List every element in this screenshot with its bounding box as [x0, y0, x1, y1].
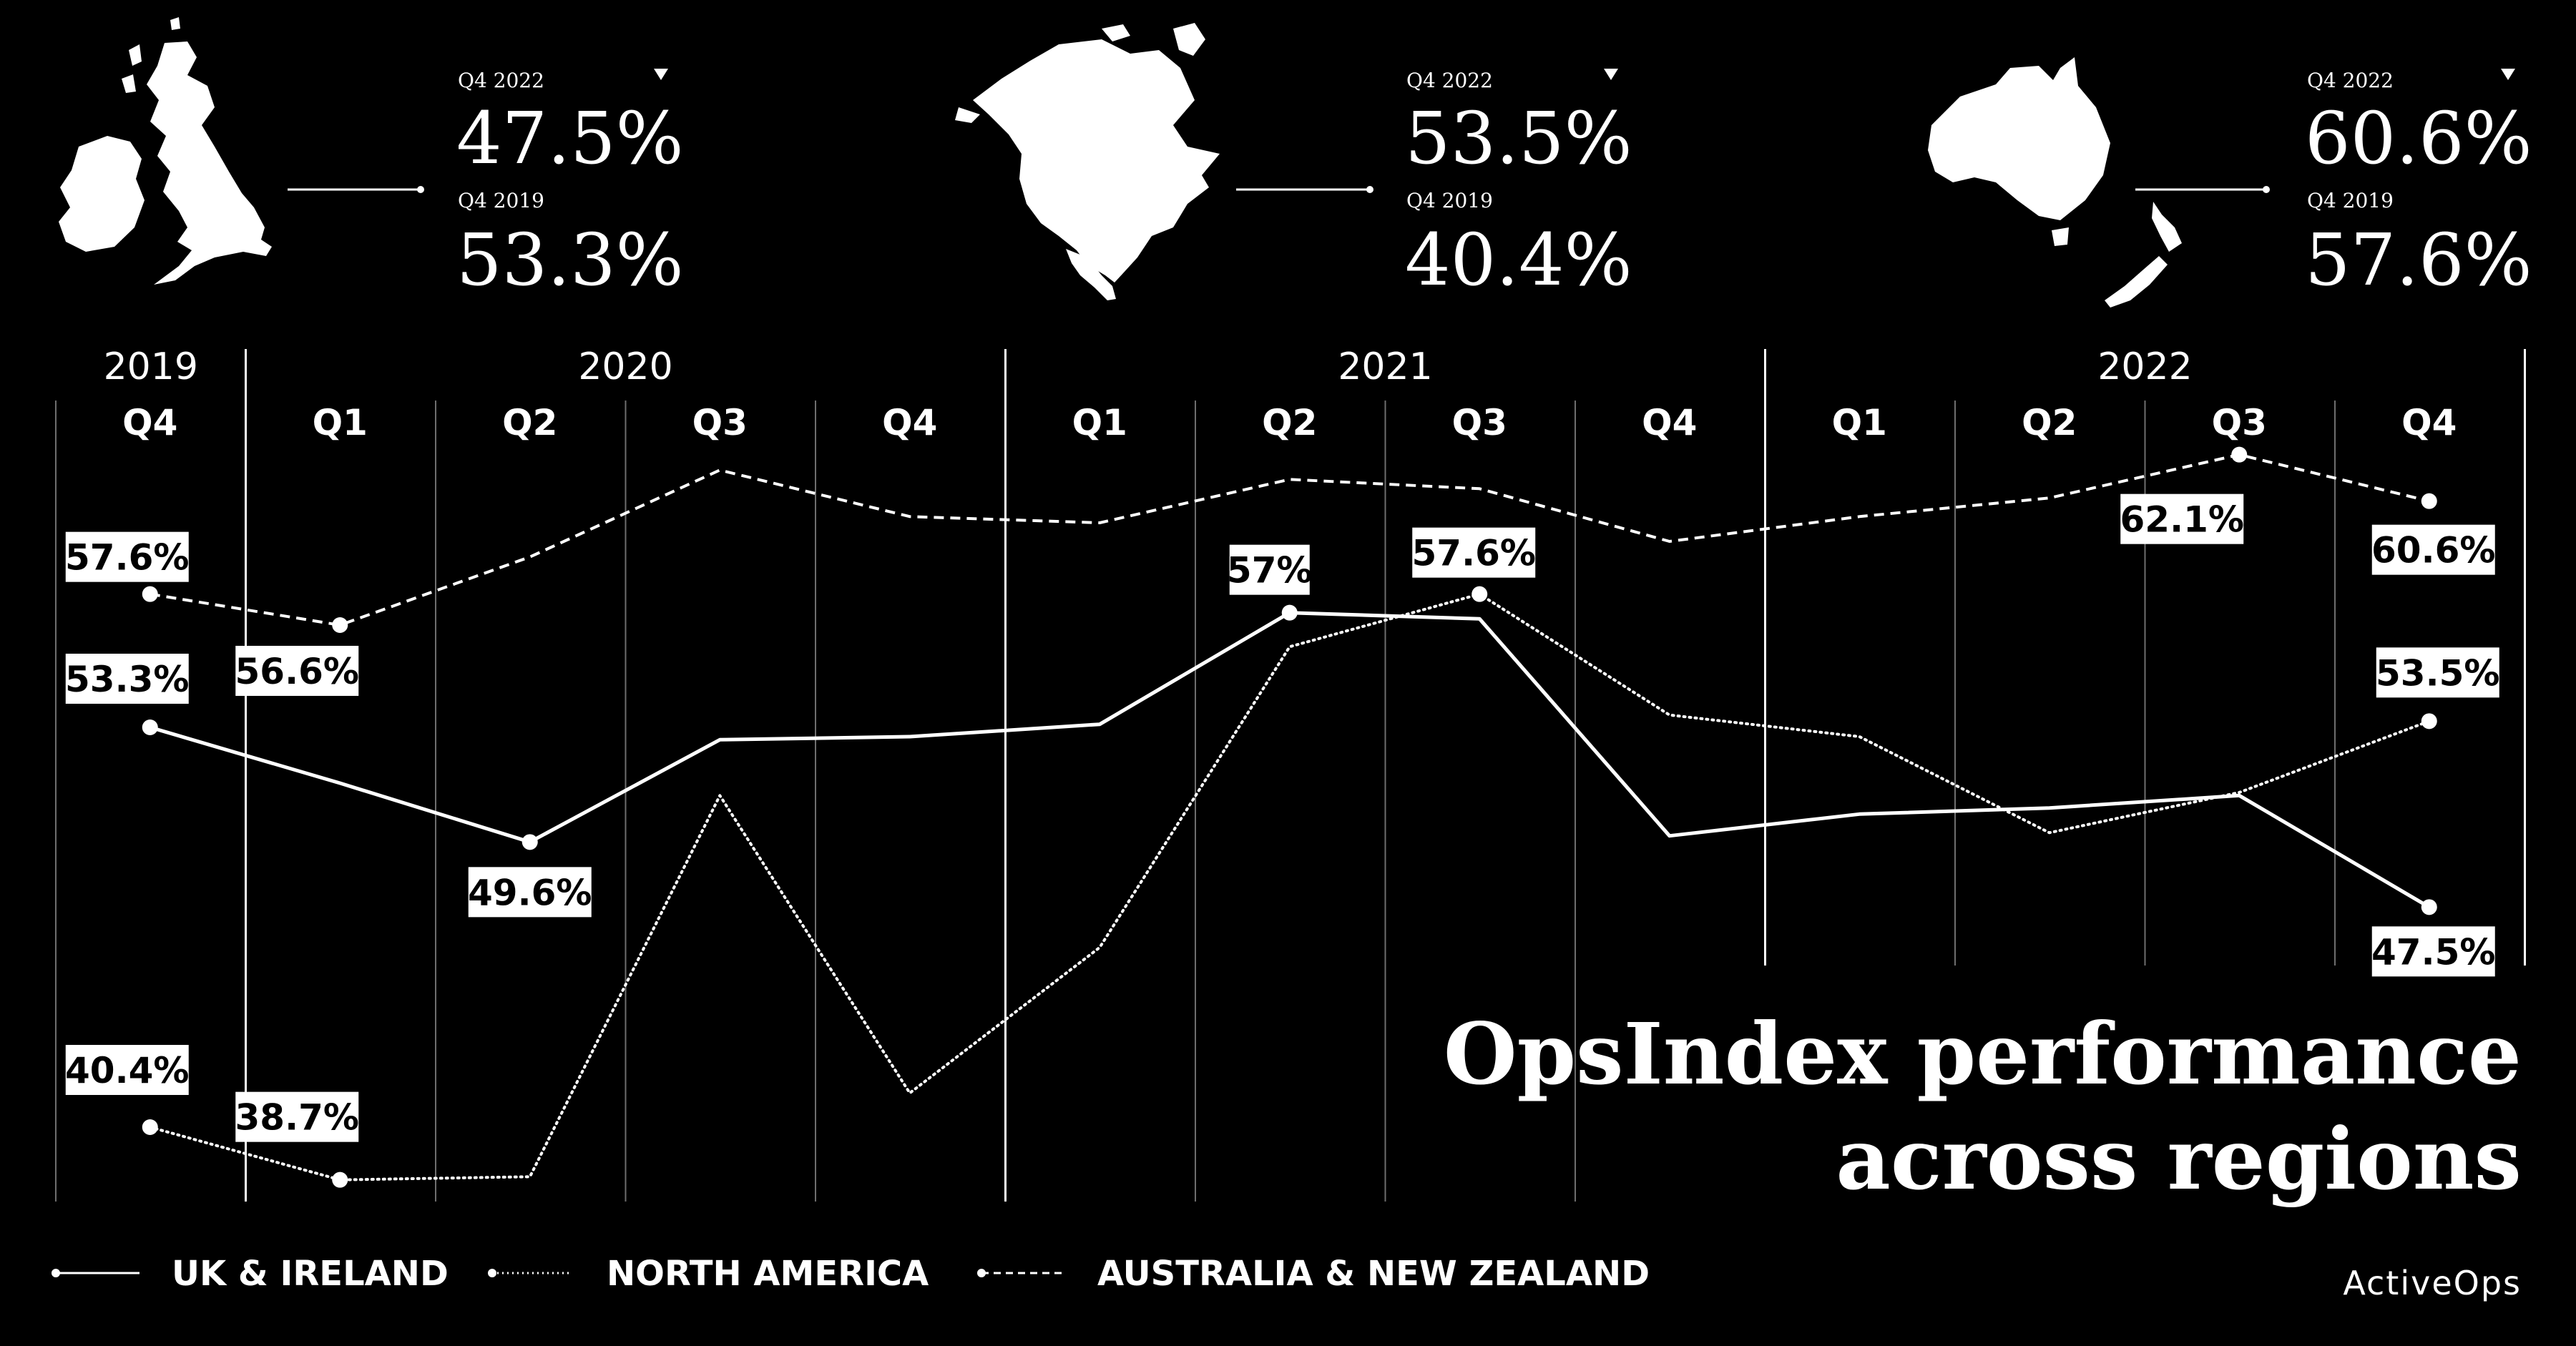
legend-label: NORTH AMERICA	[607, 1254, 929, 1294]
chart-title: OpsIndex performance across regions	[1444, 1004, 2522, 1209]
data-point-marker	[2421, 493, 2437, 509]
legend-item: UK & IRELAND	[52, 1254, 449, 1294]
data-point-marker	[142, 586, 158, 602]
data-label: 53.3%	[65, 659, 189, 700]
summary-current-label: Q4 2022	[1406, 69, 1493, 92]
quarter-label: Q4	[882, 402, 937, 443]
legend-item: AUSTRALIA & NEW ZEALAND	[977, 1254, 1650, 1294]
quarter-label: Q1	[313, 402, 368, 443]
data-point-marker	[2421, 713, 2437, 730]
triangle-down-icon	[2501, 69, 2515, 80]
chart-title-line-2: across regions	[1836, 1109, 2522, 1209]
summary-previous-label: Q4 2019	[458, 189, 544, 212]
data-label: 49.6%	[468, 872, 592, 913]
data-point-marker	[332, 1171, 348, 1188]
data-label-box	[1412, 527, 1536, 578]
data-point-marker	[2421, 899, 2437, 915]
data-label-box	[1229, 544, 1310, 595]
summary-uk-ireland: Q4 2022 47.5% Q4 2019 53.3%	[59, 17, 684, 302]
summary-previous-value: 57.6%	[2305, 218, 2532, 302]
summary-previous-value: 40.4%	[1405, 218, 1632, 302]
data-label: 62.1%	[2120, 499, 2244, 541]
chart-title-line-1: OpsIndex performance	[1444, 1004, 2522, 1104]
chart-data-labels: 53.3% 49.6% 57% 47.5% 40.4% 38.7% 57.6% 53.5% 57…	[65, 493, 2499, 1142]
summary-connector-dot	[2263, 186, 2270, 193]
uk-ireland-map	[59, 17, 272, 285]
data-label-box	[2371, 926, 2495, 977]
year-label: 2019	[104, 345, 198, 388]
data-point-marker	[142, 719, 158, 735]
data-label: 57.6%	[65, 537, 189, 579]
summary-connector-dot	[1366, 186, 1373, 193]
data-label: 38.7%	[235, 1097, 359, 1139]
summary-previous-label: Q4 2019	[1406, 189, 1493, 212]
quarter-label: Q4	[1642, 402, 1697, 443]
data-point-marker	[1471, 586, 1488, 602]
chart-series	[142, 446, 2437, 1188]
quarter-label: Q2	[502, 402, 557, 443]
data-point-marker	[2231, 446, 2248, 463]
series-line-australia-new-zealand	[150, 453, 2430, 627]
summary-current-label: Q4 2022	[458, 69, 544, 92]
data-label-box	[65, 1045, 189, 1095]
summary-current-value: 47.5%	[456, 97, 684, 180]
quarter-label: Q2	[2022, 402, 2077, 443]
data-point-marker	[332, 617, 348, 633]
data-label: 60.6%	[2371, 530, 2495, 571]
triangle-down-icon	[1604, 69, 1618, 80]
summary-australia-new-zealand: Q4 2022 60.6% Q4 2019 57.6%	[1928, 57, 2532, 308]
summary-previous-value: 53.3%	[456, 218, 684, 302]
quarter-label: Q4	[2401, 402, 2457, 443]
australia-new-zealand-map	[1928, 57, 2182, 308]
summary-north-america: Q4 2022 53.5% Q4 2019 40.4%	[955, 23, 1632, 302]
data-label: 57.6%	[1412, 533, 1536, 574]
summary-current-label: Q4 2022	[2307, 69, 2394, 92]
data-label: 47.5%	[2371, 931, 2495, 973]
year-label: 2021	[1338, 345, 1432, 388]
summary-connector-dot	[417, 186, 424, 193]
data-label-box	[235, 1091, 359, 1142]
north-america-map	[955, 23, 1220, 300]
quarter-label: Q2	[1262, 402, 1317, 443]
brand-logo: ActiveOps	[2343, 1264, 2522, 1302]
chart-grid	[55, 349, 2526, 1202]
quarter-label: Q3	[692, 402, 748, 443]
legend-label: UK & IRELAND	[172, 1254, 449, 1294]
quarter-label: Q1	[1832, 402, 1887, 443]
data-label: 53.5%	[2376, 652, 2499, 694]
legend-item: NORTH AMERICA	[488, 1254, 929, 1294]
legend-label: AUSTRALIA & NEW ZEALAND	[1097, 1254, 1650, 1294]
quarter-label: Q4	[122, 402, 177, 443]
data-label-box	[2371, 524, 2495, 575]
series-line-uk-ireland	[150, 611, 2431, 909]
data-label-box	[65, 654, 189, 704]
year-label: 2022	[2097, 345, 2192, 388]
quarter-label: Q3	[1452, 402, 1507, 443]
data-point-marker	[521, 834, 538, 850]
chart-time-header: 2019 2020 2021 2022 Q4 Q1 Q2 Q3 Q4 Q1 Q2 Q3 Q4 Q1 Q2 Q3…	[104, 345, 2457, 443]
summary-current-value: 53.5%	[1405, 97, 1632, 180]
data-label: 56.6%	[235, 651, 359, 692]
data-label-box	[2376, 647, 2499, 698]
summary-previous-label: Q4 2019	[2307, 189, 2394, 212]
data-point-marker	[1281, 604, 1298, 621]
data-label-box	[468, 867, 592, 918]
data-point-marker	[142, 1119, 158, 1135]
data-label-box	[235, 646, 359, 696]
data-label: 57%	[1227, 550, 1313, 591]
series-line-north-america	[148, 592, 2431, 1182]
quarter-label: Q3	[2212, 402, 2267, 443]
summary-current-value: 60.6%	[2305, 97, 2532, 180]
quarter-label: Q1	[1072, 402, 1127, 443]
data-label-box	[2120, 493, 2244, 544]
chart-legend: UK & IRELAND NORTH AMERICA AUSTRALIA & NEW…	[52, 1254, 1650, 1294]
year-label: 2020	[578, 345, 672, 388]
data-label: 40.4%	[65, 1050, 189, 1091]
data-label-box	[65, 531, 189, 582]
triangle-down-icon	[654, 69, 668, 80]
